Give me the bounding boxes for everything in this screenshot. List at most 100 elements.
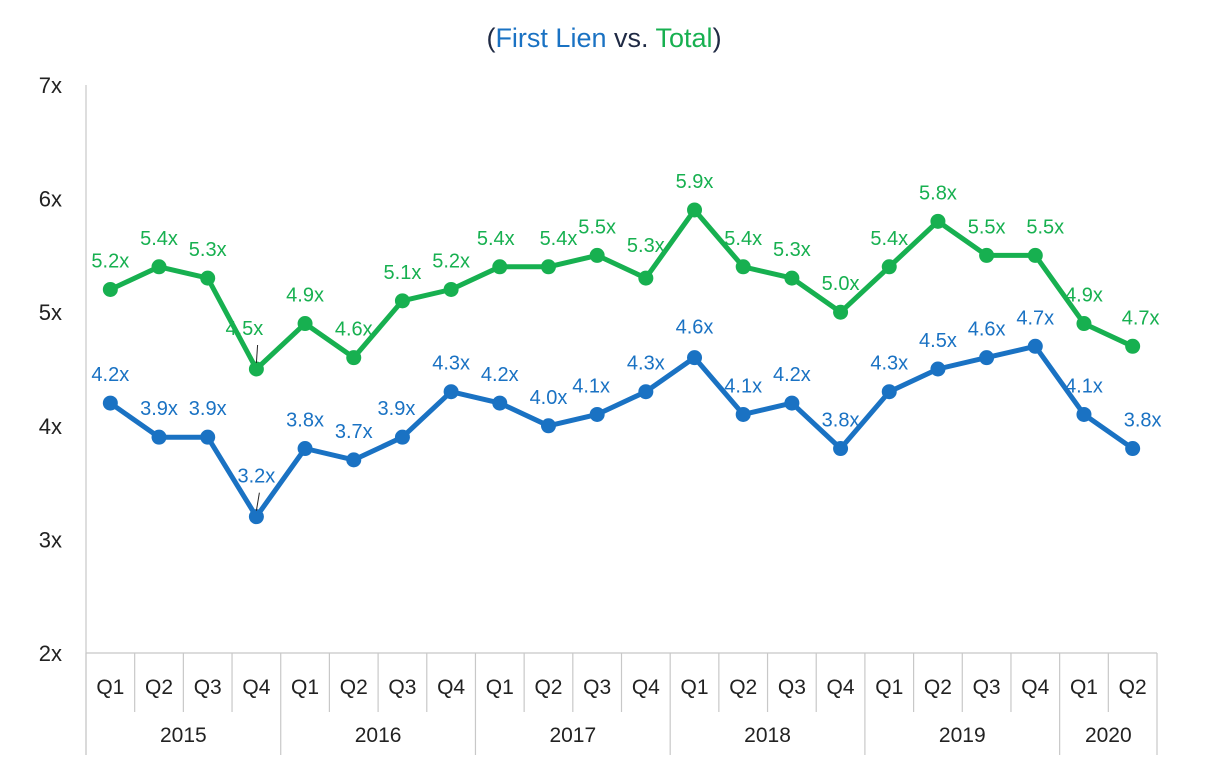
first_lien-data-point: [784, 395, 800, 411]
total-data-point: [1027, 247, 1043, 263]
x-tick-label: Q2: [340, 676, 368, 699]
first_lien-data-point: [540, 418, 556, 434]
first_lien-data-point: [443, 384, 459, 400]
first_lien-data-point: [248, 509, 264, 525]
first_lien-data-label: 4.0x: [530, 387, 568, 409]
y-axis-ticks: 2x 3x 4x 5x 6x 7x: [39, 73, 62, 666]
title-part: (: [486, 23, 495, 53]
first_lien-data-point: [346, 452, 362, 468]
total-data-point: [394, 293, 410, 309]
total-data-label: 5.5x: [968, 216, 1006, 238]
first_lien-data-label: 3.9x: [140, 398, 178, 420]
total-data-point: [297, 316, 313, 332]
chart-title: (First Lien vs. Total): [486, 23, 721, 53]
total-data-point: [1076, 316, 1092, 332]
first_lien-data-label: 4.5x: [919, 330, 957, 352]
total-leader-line: [255, 344, 259, 364]
first_lien-data-point: [102, 395, 118, 411]
total-data-label: 5.4x: [870, 228, 908, 250]
total-data-point: [833, 304, 849, 320]
y-tick-label: 4x: [39, 414, 62, 439]
series: [102, 202, 1141, 525]
total-data-label: 5.1x: [384, 262, 422, 284]
first_lien-data-label: 3.8x: [822, 410, 860, 432]
first_lien-data-point: [1076, 406, 1092, 422]
total-data-label: 5.5x: [578, 216, 616, 238]
y-tick-label: 3x: [39, 527, 62, 552]
first_lien-leader-line: [255, 492, 260, 511]
first_lien-data-point: [1125, 441, 1141, 457]
total-data-point: [151, 259, 167, 275]
first_lien-data-point: [1027, 338, 1043, 354]
first_lien-data-label: 4.1x: [572, 375, 610, 397]
first_lien-data-point: [687, 350, 703, 366]
total-data-label: 5.3x: [627, 235, 665, 257]
first_lien-data-label: 4.2x: [481, 364, 519, 386]
first_lien-data-label: 3.9x: [378, 398, 416, 420]
total-data-label: 5.4x: [140, 228, 178, 250]
first_lien-data-point: [297, 441, 313, 457]
y-tick-label: 6x: [39, 187, 62, 212]
first_lien-data-label: 4.3x: [870, 353, 908, 375]
x-tick-label: Q3: [194, 676, 222, 699]
first_lien-data-label: 4.3x: [432, 353, 470, 375]
x-tick-label: Q1: [1070, 676, 1098, 699]
year-label: 2017: [549, 724, 596, 747]
first_lien-data-label: 4.2x: [773, 364, 811, 386]
title-part: Total: [656, 23, 713, 53]
y-tick-label: 5x: [39, 300, 62, 325]
x-axis-ticks: Q1 Q2 Q3 Q4 Q1 Q2 Q3 Q4 Q1 Q2 Q3 Q4 Q1 Q2 Q3 Q4 Q1 Q2 Q3 Q4…: [85, 653, 1158, 755]
x-tick-label: Q4: [1021, 676, 1049, 699]
total-data-point: [589, 247, 605, 263]
title-part: vs.: [606, 23, 655, 53]
total-data-point: [248, 361, 264, 377]
year-label: 2016: [355, 724, 402, 747]
first_lien-data-label: 4.1x: [724, 375, 762, 397]
total-data-point: [930, 213, 946, 229]
x-tick-label: Q2: [1119, 676, 1147, 699]
first_lien-data-label: 3.8x: [1124, 410, 1162, 432]
first_lien-data-label: 4.3x: [627, 353, 665, 375]
first_lien-series-line: [107, 343, 1136, 520]
total-data-point: [102, 281, 118, 297]
y-tick-label: 2x: [39, 641, 62, 666]
data-labels: 5.2x 5.4x 5.3x 4.5x 4.9x 4.6x 5.1x 5.2x 5.4x 5.4x…: [91, 171, 1162, 511]
total-data-point: [200, 270, 216, 286]
first_lien-data-point: [735, 406, 751, 422]
year-label: 2019: [939, 724, 986, 747]
total-data-label: 5.4x: [724, 228, 762, 250]
x-tick-label: Q3: [388, 676, 416, 699]
x-tick-label: Q4: [437, 676, 465, 699]
total-data-point: [687, 202, 703, 218]
first_lien-data-label: 3.7x: [335, 421, 373, 443]
total-data-label: 5.3x: [189, 239, 227, 261]
year-label: 2018: [744, 724, 791, 747]
first_lien-data-label: 4.7x: [1016, 307, 1054, 329]
total-data-point: [638, 270, 654, 286]
total-data-label: 5.8x: [919, 182, 957, 204]
x-tick-label: Q3: [778, 676, 806, 699]
total-data-point: [540, 259, 556, 275]
total-data-point: [735, 259, 751, 275]
first_lien-data-point: [589, 406, 605, 422]
total-data-point: [443, 281, 459, 297]
total-series-line: [107, 207, 1136, 372]
x-tick-label: Q4: [827, 676, 855, 699]
first_lien-data-label: 3.9x: [189, 398, 227, 420]
first_lien-data-point: [492, 395, 508, 411]
x-tick-label: Q2: [729, 676, 757, 699]
first_lien-data-label: 4.6x: [968, 319, 1006, 341]
x-tick-label: Q1: [486, 676, 514, 699]
x-tick-label: Q2: [534, 676, 562, 699]
first_lien-data-label: 3.2x: [237, 466, 275, 488]
x-tick-label: Q1: [291, 676, 319, 699]
total-data-label: 5.0x: [822, 273, 860, 295]
first_lien-data-point: [930, 361, 946, 377]
total-data-label: 4.5x: [225, 318, 263, 340]
total-data-point: [881, 259, 897, 275]
title-part: ): [713, 23, 722, 53]
total-data-label: 5.5x: [1026, 216, 1064, 238]
first_lien-data-point: [979, 350, 995, 366]
x-tick-label: Q1: [681, 676, 709, 699]
y-tick-label: 7x: [39, 73, 62, 98]
